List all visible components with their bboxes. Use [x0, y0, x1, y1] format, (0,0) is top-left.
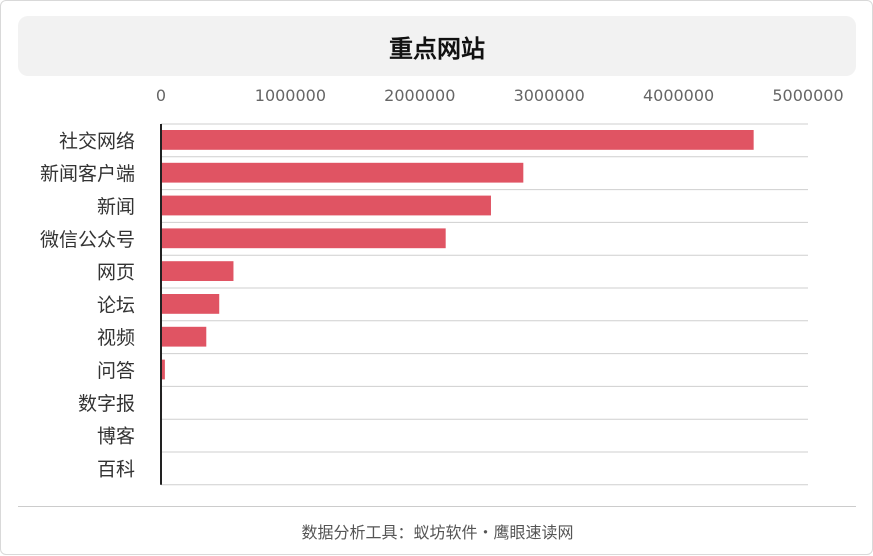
x-tick-label: 5000000 [772, 86, 843, 105]
x-tick-label: 3000000 [514, 86, 585, 105]
footer-divider [18, 506, 856, 507]
bar [161, 162, 524, 183]
category-label: 新闻 [97, 196, 135, 218]
x-tick-label: 4000000 [643, 86, 714, 105]
x-tick-label: 2000000 [384, 86, 455, 105]
category-label: 视频 [97, 327, 135, 349]
bar [161, 261, 234, 281]
bar [161, 130, 754, 150]
category-label: 微信公众号 [40, 229, 135, 251]
category-label: 新闻客户端 [40, 163, 135, 185]
title-bar: 重点网站 [18, 16, 856, 76]
bar [161, 359, 165, 380]
category-label: 问答 [97, 360, 135, 382]
bar [161, 294, 220, 314]
bar [161, 228, 446, 249]
category-label: 数字报 [78, 393, 135, 415]
category-label: 百科 [97, 458, 135, 480]
bar [161, 326, 207, 347]
bar [161, 195, 491, 216]
category-label: 博客 [97, 426, 135, 448]
x-tick-label: 1000000 [255, 86, 326, 105]
category-label: 论坛 [97, 294, 135, 316]
category-label: 社交网络 [59, 130, 135, 152]
category-label: 网页 [97, 262, 135, 284]
source-credit: 数据分析工具：蚁坊软件・鹰眼速读网 [301, 523, 574, 542]
x-tick-label: 0 [156, 86, 166, 105]
chart-title: 重点网站 [389, 34, 485, 63]
